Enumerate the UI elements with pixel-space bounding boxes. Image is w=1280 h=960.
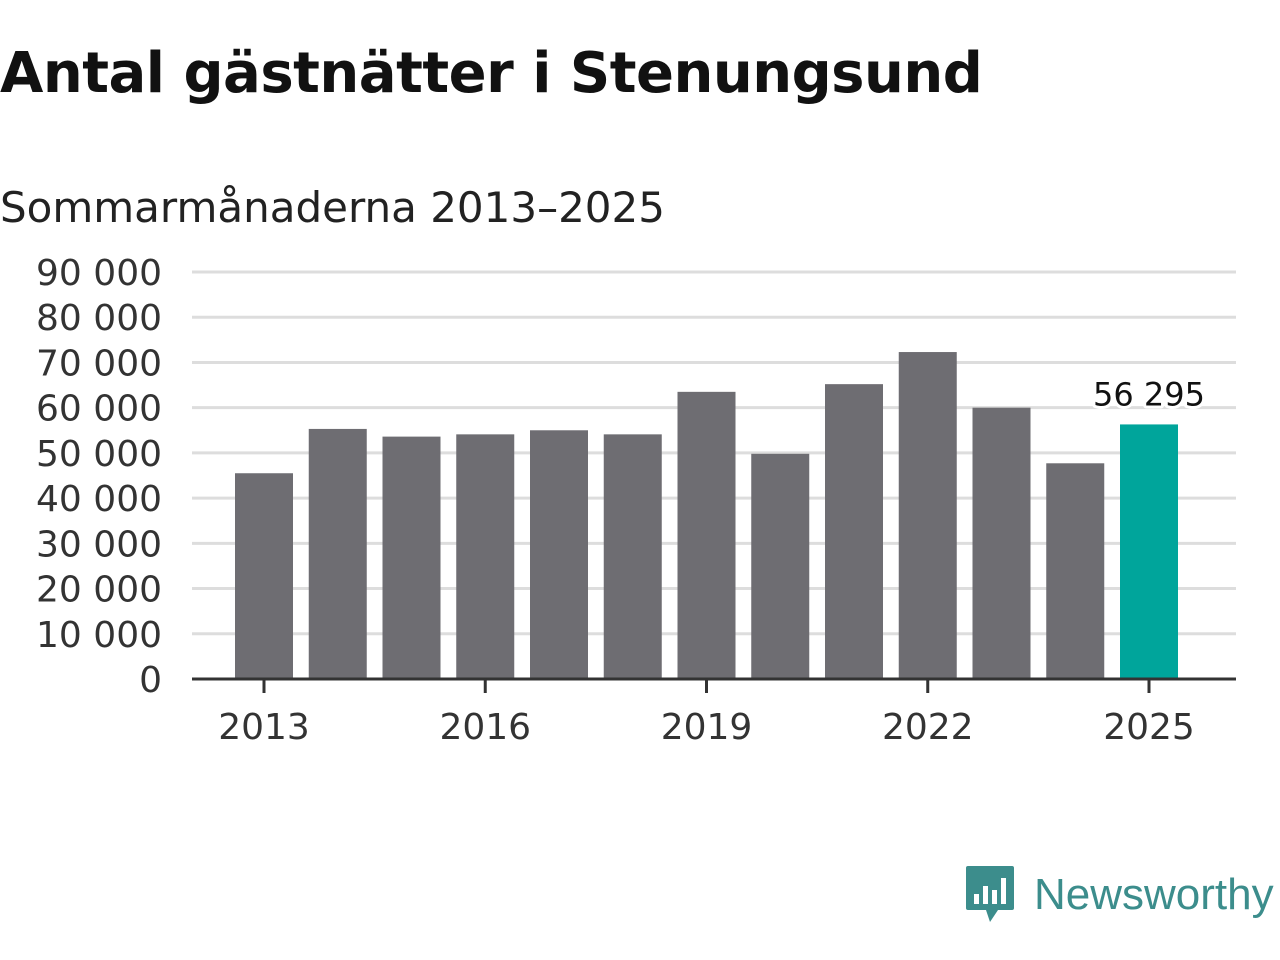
x-tick-label: 2019: [661, 707, 753, 748]
bar-2018: [603, 434, 662, 679]
x-tick-label: 2022: [882, 707, 974, 748]
x-tick-label: 2016: [439, 707, 531, 748]
bar-2022: [898, 352, 957, 679]
y-tick-label: 30 000: [36, 524, 162, 565]
x-tick-label: 2013: [218, 707, 310, 748]
bar-2017: [530, 430, 588, 679]
y-tick-label: 90 000: [36, 253, 162, 294]
chart-title: Antal gästnätter i Stenungsund: [0, 41, 983, 106]
y-tick-label: 70 000: [36, 343, 162, 384]
y-tick-label: 80 000: [36, 298, 162, 339]
newsworthy-logo-icon: [966, 866, 1014, 922]
bar-2019: [677, 391, 736, 679]
bar-2013: [235, 473, 293, 679]
chart-subtitle: Sommarmånaderna 2013–2025: [0, 183, 665, 232]
bar-2025: [1120, 424, 1178, 679]
bar-2021: [825, 384, 883, 679]
y-tick-label: 40 000: [36, 479, 162, 520]
y-tick-label: 10 000: [36, 615, 162, 656]
y-tick-label: 50 000: [36, 434, 162, 475]
data-label: 56 295: [1093, 375, 1205, 413]
x-tick-label: 2025: [1103, 707, 1195, 748]
bar-2024: [1046, 463, 1105, 679]
bar-2014: [308, 428, 367, 679]
brand-logo: Newsworthy: [964, 864, 1274, 926]
bar-2016: [456, 434, 515, 679]
bar-2023: [972, 407, 1031, 679]
y-tick-label: 20 000: [36, 570, 162, 611]
bar-2015: [382, 436, 441, 679]
brand-name: Newsworthy: [1034, 870, 1274, 919]
y-tick-label: 0: [139, 660, 162, 701]
bar-2020: [751, 453, 810, 679]
y-tick-label: 60 000: [36, 389, 162, 430]
